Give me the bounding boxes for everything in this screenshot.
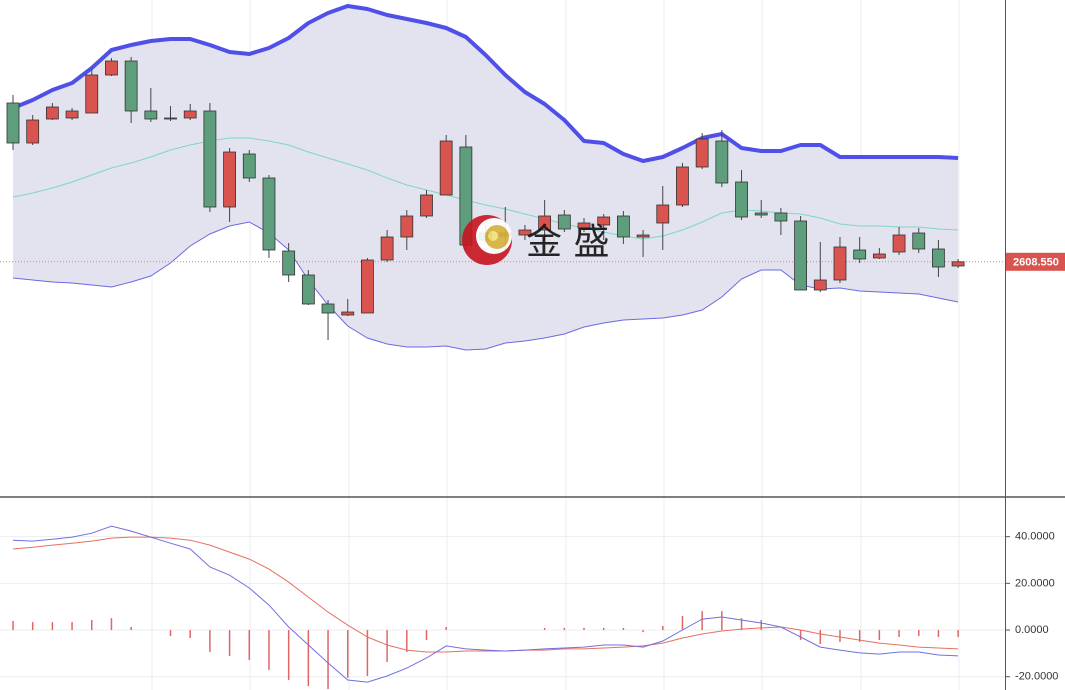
candle-body (656, 204, 670, 224)
candle-body (833, 246, 847, 281)
candle-body (695, 138, 709, 168)
upper-band (12, 4, 959, 163)
candle-body (400, 215, 414, 238)
candle-body (439, 140, 453, 196)
candle-body (597, 216, 611, 226)
candle-body (951, 261, 965, 267)
band-area (13, 6, 959, 350)
candle-body (242, 153, 256, 179)
candle-body (124, 60, 138, 112)
candle-body (892, 234, 906, 253)
candle-body (65, 110, 79, 119)
watermark-logo: 金 盛 (462, 215, 609, 265)
candle-body (223, 151, 236, 208)
candle-body (932, 248, 945, 268)
y-tick-label: 40.0000 (1015, 531, 1055, 543)
macd-panel: 40.0000 20.0000 0.0000 -20.0000 (0, 525, 1058, 690)
price-panel: 2608.550 (0, 4, 1065, 351)
candle-body (183, 110, 197, 119)
y-tick-label: -20.0000 (1015, 671, 1058, 683)
candle-body (774, 212, 788, 222)
candle-body (341, 311, 355, 316)
candle-body (538, 215, 552, 231)
dea-line (12, 536, 959, 653)
middle-band (12, 137, 959, 240)
candle-body (813, 279, 827, 291)
last-price-tag (1006, 252, 1065, 271)
last-price-label: 2608.550 (1013, 257, 1059, 269)
candle-body (203, 110, 217, 208)
watermark-text: 金 盛 (526, 222, 609, 263)
y-tick-label: 0.0000 (1015, 624, 1049, 636)
dif-line (12, 525, 959, 683)
candle-body (616, 215, 630, 238)
candle-body (380, 236, 394, 261)
candle-body (557, 214, 571, 230)
candle-body (361, 259, 374, 314)
candle-body (26, 119, 40, 144)
candle-body (105, 60, 118, 76)
candle-body (676, 166, 689, 206)
candle-body (754, 212, 768, 216)
candle-body (853, 249, 867, 260)
candle-body (577, 222, 591, 229)
candle-body (321, 303, 335, 314)
candle-body (518, 229, 532, 236)
candle-body (420, 194, 433, 217)
candle-body (301, 274, 315, 305)
candle-body (6, 102, 20, 144)
candle-body (794, 220, 807, 291)
candle-body (262, 177, 276, 251)
candle-body (715, 140, 729, 184)
candle-body (636, 234, 650, 238)
candle-body (912, 232, 926, 250)
candle-body (85, 74, 99, 114)
candle-body (282, 250, 296, 276)
candle-body (144, 110, 158, 120)
candle-body (45, 106, 59, 120)
candle-body (164, 117, 177, 120)
y-tick-label: 20.0000 (1015, 577, 1055, 589)
candle-body (735, 181, 748, 218)
candle-body (872, 253, 886, 259)
